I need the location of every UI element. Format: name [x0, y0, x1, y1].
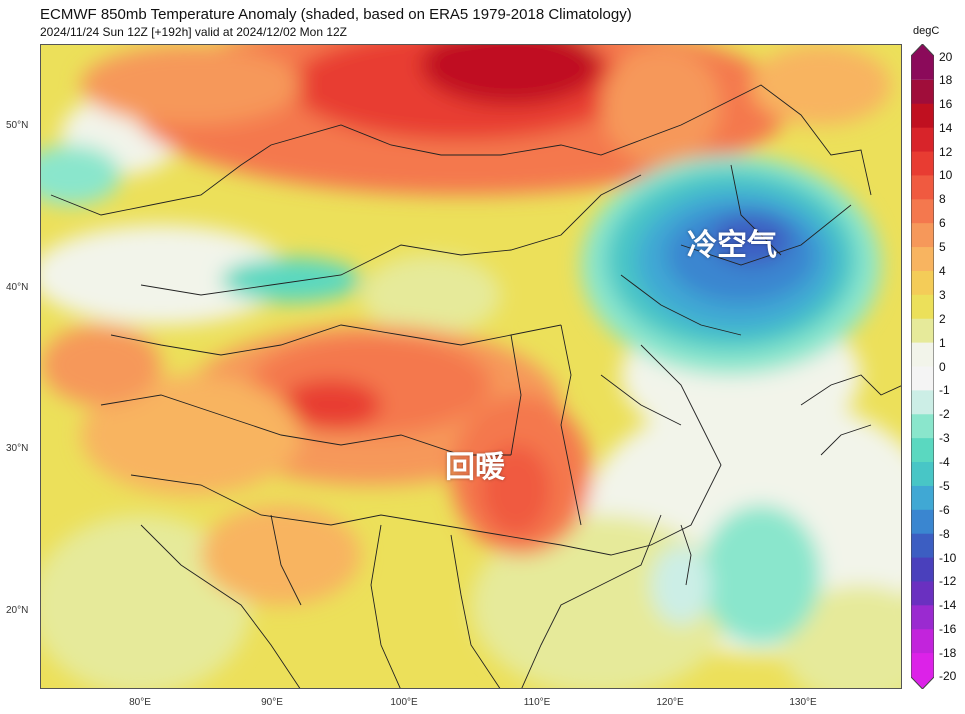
colorbar-tick-label: -14	[939, 598, 957, 613]
cold-air-label: 冷空气	[687, 228, 777, 263]
colorbar-swatch	[911, 462, 934, 487]
colorbar-tick-label: -1	[939, 383, 950, 398]
colorbar-tick-label: -16	[939, 622, 957, 637]
colorbar-tick-label: -3	[939, 431, 950, 446]
lat-label-20: 20°N	[6, 605, 29, 616]
colorbar-swatch	[911, 485, 934, 511]
colorbar-swatch	[911, 294, 934, 320]
colorbar-tick-label: 5	[939, 240, 946, 255]
map-title: ECMWF 850mb Temperature Anomaly (shaded,…	[40, 6, 632, 23]
colorbar-swatch	[911, 103, 934, 129]
colorbar-tick-label: 10	[939, 168, 953, 183]
colorbar-tick-label: -4	[939, 455, 950, 470]
lon-label-130: 130°E	[789, 697, 817, 708]
lat-label-30: 30°N	[6, 443, 29, 454]
lat-label-50: 50°N	[6, 120, 29, 131]
colorbar-swatch	[911, 79, 934, 105]
colorbar-tick-label: -20	[939, 669, 957, 683]
colorbar-tick-label: -12	[939, 574, 957, 589]
colorbar-tick-label: 20	[939, 50, 953, 64]
colorbar-swatch	[911, 366, 934, 391]
colorbar-tick-label: 1	[939, 335, 946, 350]
lon-label-90: 90°E	[261, 697, 283, 708]
colorbar	[911, 44, 934, 689]
anomaly-shading	[41, 45, 901, 688]
colorbar-swatch	[911, 127, 934, 153]
colorbar-swatch	[911, 629, 934, 654]
colorbar-swatch	[911, 318, 934, 344]
colorbar-tick-label: 6	[939, 216, 946, 231]
lon-label-120: 120°E	[656, 697, 684, 708]
colorbar-tick-label: 12	[939, 144, 953, 159]
lon-label-110: 110°E	[523, 697, 551, 708]
colorbar-swatch	[911, 390, 934, 415]
colorbar-swatch	[911, 557, 934, 582]
colorbar-swatch	[911, 223, 934, 248]
colorbar-swatch	[911, 44, 934, 80]
colorbar-tick-label: 8	[939, 192, 946, 207]
map-subtitle: 2024/11/24 Sun 12Z [+192h] valid at 2024…	[40, 25, 348, 39]
warming-label: 回暖	[445, 450, 505, 485]
colorbar-tick-label: -2	[939, 407, 950, 422]
colorbar-tick-label: 16	[939, 96, 953, 111]
colorbar-unit: degC	[913, 25, 940, 37]
colorbar-tick-label: 3	[939, 287, 946, 302]
colorbar-tick-label: 18	[939, 72, 953, 87]
colorbar-swatch	[911, 199, 934, 224]
border-lines	[50, 84, 901, 688]
colorbar-swatch	[911, 247, 934, 272]
colorbar-tick-label: 4	[939, 263, 946, 278]
colorbar-swatch	[911, 533, 934, 559]
colorbar-swatch	[911, 175, 934, 200]
colorbar-swatch	[911, 342, 934, 367]
colorbar-tick-label: -18	[939, 646, 957, 661]
lon-label-100: 100°E	[390, 697, 418, 708]
colorbar-swatch	[911, 414, 934, 439]
lat-label-40: 40°N	[6, 282, 29, 293]
colorbar-tick-label: 2	[939, 311, 946, 326]
colorbar-swatch	[911, 653, 934, 689]
colorbar-tick-label: -5	[939, 478, 950, 493]
colorbar-tick-label: -6	[939, 502, 950, 517]
colorbar-tick-label: -8	[939, 526, 950, 541]
colorbar-swatch	[911, 581, 934, 606]
lon-label-80: 80°E	[129, 697, 151, 708]
map-canvas	[41, 45, 901, 688]
colorbar-tick-label: 14	[939, 120, 953, 135]
colorbar-tick-label: 0	[939, 359, 946, 374]
colorbar-swatch	[911, 438, 934, 463]
colorbar-swatch	[911, 270, 934, 296]
colorbar-swatch	[911, 151, 934, 176]
colorbar-tick-label: -10	[939, 550, 957, 565]
temperature-anomaly-map	[40, 44, 902, 689]
colorbar-swatch	[911, 605, 934, 630]
colorbar-swatch	[911, 509, 934, 535]
